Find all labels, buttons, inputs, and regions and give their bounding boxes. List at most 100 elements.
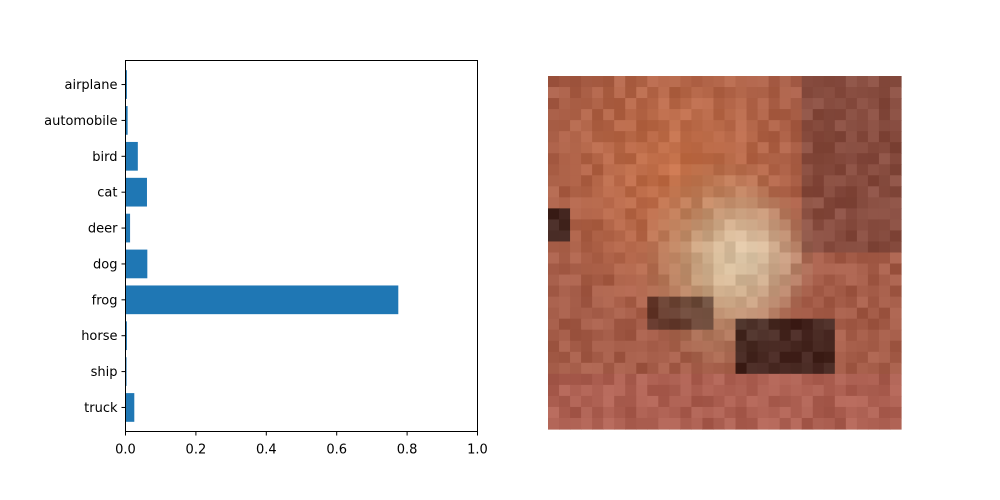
image-pixel [548, 340, 560, 353]
image-pixel [746, 373, 759, 386]
image-pixel [702, 307, 715, 320]
image-pixel [779, 197, 792, 209]
image-pixel [856, 109, 869, 121]
image-pixel [735, 406, 748, 419]
image-pixel [702, 87, 715, 99]
image-pixel [735, 230, 748, 243]
image-pixel [757, 230, 770, 243]
image-pixel [581, 197, 593, 209]
image-pixel [812, 142, 825, 154]
image-pixel [812, 241, 825, 254]
image-pixel [647, 197, 659, 209]
image-pixel [581, 417, 593, 430]
image-pixel [856, 175, 869, 187]
image-pixel [680, 98, 693, 110]
image-pixel [658, 384, 670, 397]
image-pixel [691, 362, 704, 375]
image-pixel [581, 307, 593, 320]
image-pixel [889, 109, 902, 121]
image-pixel [867, 120, 880, 132]
image-pixel [834, 153, 847, 165]
image-pixel [680, 340, 693, 353]
image-pixel [834, 318, 847, 331]
image-pixel [669, 208, 681, 221]
image-pixel [647, 406, 659, 419]
image-pixel [746, 153, 759, 165]
y-tick-label-bird: bird [92, 150, 117, 165]
image-pixel [581, 120, 593, 132]
image-pixel [548, 197, 560, 209]
image-pixel [680, 164, 693, 176]
bar-cat [125, 177, 147, 207]
image-pixel [592, 142, 604, 154]
image-pixel [779, 252, 792, 265]
image-pixel [603, 351, 615, 364]
image-pixel [768, 219, 781, 232]
image-pixel [856, 120, 869, 132]
image-pixel [878, 153, 891, 165]
x-tick-label: 0.2 [186, 443, 207, 458]
image-pixel [801, 340, 814, 353]
image-pixel [801, 98, 814, 110]
image-pixel [614, 120, 626, 132]
image-pixel [614, 263, 626, 276]
y-tick-label-frog: frog [92, 293, 118, 308]
image-pixel [592, 384, 604, 397]
image-pixel [548, 318, 560, 331]
image-pixel [845, 351, 858, 364]
image-pixel [823, 186, 836, 198]
image-pixel [603, 252, 615, 265]
image-pixel [691, 219, 704, 232]
image-pixel [856, 296, 869, 309]
image-pixel [713, 274, 726, 287]
image-pixel [680, 120, 693, 132]
image-pixel [669, 362, 681, 375]
image-pixel [680, 406, 693, 419]
image-pixel [636, 329, 648, 342]
image-pixel [746, 208, 759, 221]
image-pixel [889, 98, 902, 110]
image-pixel [856, 98, 869, 110]
image-pixel [713, 120, 726, 132]
image-pixel [867, 230, 880, 243]
image-pixel [669, 219, 681, 232]
image-pixel [570, 318, 582, 331]
image-pixel [757, 351, 770, 364]
image-pixel [746, 318, 759, 331]
image-pixel [713, 252, 726, 265]
image-pixel [636, 230, 648, 243]
image-pixel [845, 340, 858, 353]
image-pixel [680, 76, 693, 88]
image-pixel [581, 296, 593, 309]
image-pixel [636, 351, 648, 364]
image-pixel [592, 120, 604, 132]
image-pixel [559, 219, 571, 232]
image-pixel [658, 76, 670, 88]
image-pixel [548, 417, 560, 430]
image-pixel [735, 120, 748, 132]
image-pixel [592, 263, 604, 276]
image-pixel [548, 329, 560, 342]
image-pixel [812, 230, 825, 243]
image-pixel [823, 329, 836, 342]
image-pixel [812, 340, 825, 353]
image-pixel [834, 197, 847, 209]
image-pixel [625, 307, 637, 320]
image-pixel [823, 76, 836, 88]
image-pixel [592, 87, 604, 99]
image-pixel [779, 208, 792, 221]
image-pixel [570, 164, 582, 176]
image-pixel [878, 120, 891, 132]
image-pixel [878, 241, 891, 254]
image-pixel [735, 208, 748, 221]
image-pixel [801, 274, 814, 287]
image-pixel [845, 109, 858, 121]
image-pixel [757, 98, 770, 110]
image-pixel [757, 153, 770, 165]
image-pixel [680, 395, 693, 408]
image-pixel [790, 153, 803, 165]
image-pixel [856, 197, 869, 209]
image-pixel [614, 76, 626, 88]
image-pixel [625, 384, 637, 397]
image-pixel [713, 307, 726, 320]
